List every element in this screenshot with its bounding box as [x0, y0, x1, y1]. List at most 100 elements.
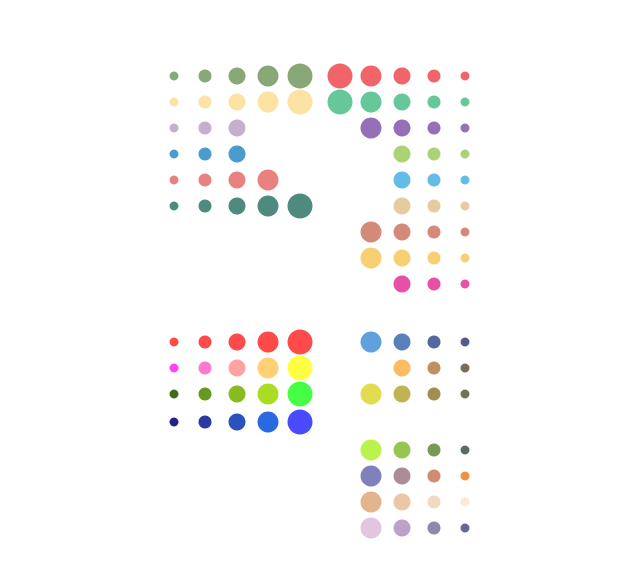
dot-r12-c5: [287, 381, 313, 407]
dot-r5-c3: [228, 171, 246, 189]
dot-r5-c4: [257, 169, 279, 191]
dot-r2-c9: [427, 95, 441, 109]
dot-r10-c3: [228, 333, 246, 351]
dot-r15-c9: [427, 469, 441, 483]
dot-r6-c1: [169, 201, 179, 211]
dot-r2-c10: [460, 97, 470, 107]
dot-r8-c7: [360, 247, 382, 269]
dot-r10-c8: [393, 333, 411, 351]
dot-r12-c3: [228, 385, 246, 403]
dot-r7-c8: [393, 223, 411, 241]
dot-r1-c5: [287, 63, 313, 89]
dot-r16-c7: [360, 491, 382, 513]
dot-r2-c8: [393, 93, 411, 111]
dot-r12-c10: [460, 389, 470, 399]
dot-r10-c4: [257, 331, 279, 353]
dot-r15-c10: [460, 471, 470, 481]
dot-r4-c8: [393, 145, 411, 163]
dot-r2-c4: [257, 91, 279, 113]
dot-r12-c9: [427, 387, 441, 401]
dot-r6-c8: [393, 197, 411, 215]
dot-r11-c3: [228, 359, 246, 377]
dot-r17-c8: [393, 519, 411, 537]
dot-r9-c10: [460, 279, 470, 289]
dot-r13-c3: [228, 413, 246, 431]
dot-r4-c9: [427, 147, 441, 161]
dot-r1-c9: [427, 69, 441, 83]
dot-r3-c9: [427, 121, 441, 135]
dot-r1-c3: [228, 67, 246, 85]
dot-r17-c10: [460, 523, 470, 533]
dot-r12-c1: [169, 389, 179, 399]
dot-r3-c7: [360, 117, 382, 139]
dot-r6-c9: [427, 199, 441, 213]
dot-r2-c5: [287, 89, 313, 115]
dot-r14-c8: [393, 441, 411, 459]
dot-r2-c3: [228, 93, 246, 111]
dot-r3-c3: [228, 119, 246, 137]
dot-r8-c10: [460, 253, 470, 263]
dot-r5-c1: [169, 175, 179, 185]
dot-r15-c7: [360, 465, 382, 487]
dot-r11-c2: [198, 361, 212, 375]
dot-r1-c7: [360, 65, 382, 87]
dot-r6-c2: [198, 199, 212, 213]
dot-r6-c3: [228, 197, 246, 215]
dot-r13-c5: [287, 409, 313, 435]
dot-r1-c10: [460, 71, 470, 81]
dot-r6-c10: [460, 201, 470, 211]
dot-r2-c7: [360, 91, 382, 113]
dot-r2-c6: [327, 89, 353, 115]
dot-r9-c9: [427, 277, 441, 291]
dot-r16-c8: [393, 493, 411, 511]
dot-r11-c5: [287, 355, 313, 381]
dot-r12-c7: [360, 383, 382, 405]
dot-r10-c10: [460, 337, 470, 347]
dot-r1-c4: [257, 65, 279, 87]
dot-r1-c8: [393, 67, 411, 85]
dot-r10-c2: [198, 335, 212, 349]
dot-r11-c1: [169, 363, 179, 373]
dot-r2-c2: [198, 95, 212, 109]
dot-r15-c8: [393, 467, 411, 485]
dot-r3-c8: [393, 119, 411, 137]
dot-r7-c9: [427, 225, 441, 239]
dot-r16-c10: [460, 497, 470, 507]
dot-r12-c4: [257, 383, 279, 405]
dot-r8-c8: [393, 249, 411, 267]
dot-r5-c2: [198, 173, 212, 187]
dot-r11-c4: [257, 357, 279, 379]
dot-r4-c3: [228, 145, 246, 163]
dot-r12-c2: [198, 387, 212, 401]
dot-r3-c1: [169, 123, 179, 133]
dot-r4-c10: [460, 149, 470, 159]
dot-r3-c2: [198, 121, 212, 135]
dot-r6-c4: [257, 195, 279, 217]
dot-r17-c7: [360, 517, 382, 539]
dot-r14-c7: [360, 439, 382, 461]
dot-r3-c10: [460, 123, 470, 133]
dot-r1-c6: [327, 63, 353, 89]
dot-r10-c5: [287, 329, 313, 355]
dot-r14-c10: [460, 445, 470, 455]
dot-r4-c2: [198, 147, 212, 161]
dot-r13-c4: [257, 411, 279, 433]
dot-r1-c2: [198, 69, 212, 83]
dot-r7-c10: [460, 227, 470, 237]
dot-r9-c8: [393, 275, 411, 293]
dot-r13-c1: [169, 417, 179, 427]
dot-r12-c8: [393, 385, 411, 403]
dot-r6-c5: [287, 193, 313, 219]
dot-r4-c1: [169, 149, 179, 159]
dot-r7-c7: [360, 221, 382, 243]
dot-r11-c10: [460, 363, 470, 373]
dot-r13-c2: [198, 415, 212, 429]
dot-r11-c9: [427, 361, 441, 375]
dot-r5-c9: [427, 173, 441, 187]
dot-r5-c10: [460, 175, 470, 185]
dot-r1-c1: [169, 71, 179, 81]
dot-r10-c9: [427, 335, 441, 349]
dot-r8-c9: [427, 251, 441, 265]
dot-r10-c7: [360, 331, 382, 353]
